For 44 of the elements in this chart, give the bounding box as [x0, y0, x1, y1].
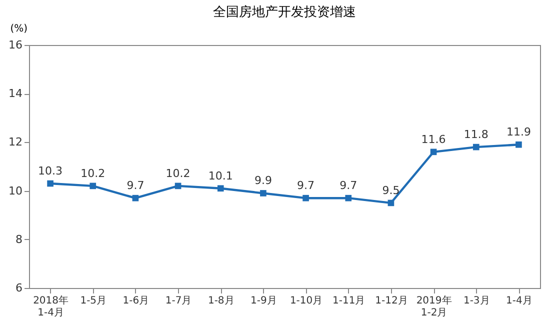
x-tick-label: 1-12月	[375, 296, 408, 306]
x-tick-label: 1-4月	[506, 296, 532, 306]
point	[132, 194, 139, 202]
point	[260, 190, 266, 196]
data-label: 9.7	[297, 179, 315, 192]
chart-title: 全国房地产开发投资增速	[213, 4, 356, 20]
point	[345, 194, 352, 202]
x-tick-label: 1-3月	[463, 296, 490, 306]
point	[47, 180, 54, 187]
data-label: 9.9	[254, 174, 272, 188]
data-label: 9.5	[382, 184, 400, 197]
y-tick-label: 8	[16, 232, 22, 246]
x-tick-label: 2019年 1-2月	[416, 294, 452, 318]
data-label: 11.8	[464, 128, 488, 142]
x-tick-label: 1-8月	[208, 296, 234, 306]
point	[90, 182, 96, 190]
x-tick-label: 1-9月	[250, 296, 277, 306]
data-label: 10.1	[208, 169, 233, 182]
data-label: 10.2	[80, 166, 106, 180]
point	[217, 185, 224, 192]
y-axis-title: (%)	[10, 24, 28, 34]
y-tick-label: 6	[16, 282, 22, 294]
point	[430, 148, 437, 156]
data-label: 11.9	[506, 126, 531, 139]
data-label: 9.7	[126, 179, 144, 192]
point	[302, 194, 309, 202]
x-tick-label: 1-11月	[332, 296, 366, 306]
x-tick-label: 1-7月	[165, 296, 192, 306]
x-tick-label: 1-6月	[122, 296, 150, 306]
y-tick-label: 10	[8, 184, 22, 198]
point	[174, 182, 182, 190]
y-tick-label: 16	[8, 38, 22, 52]
data-label: 9.7	[340, 179, 358, 192]
point	[388, 200, 394, 206]
x-tick-label: 2018年 1-4月	[33, 294, 69, 318]
data-label: 11.6	[421, 132, 446, 146]
point	[472, 144, 480, 150]
x-tick-label: 1-5月	[80, 296, 107, 306]
point	[516, 141, 522, 148]
data-label: 10.3	[38, 164, 63, 178]
y-tick-label: 14	[8, 87, 22, 100]
x-tick-label: 1-10月	[290, 296, 323, 306]
y-tick-label: 12	[8, 136, 22, 149]
data-label: 10.2	[166, 166, 190, 180]
